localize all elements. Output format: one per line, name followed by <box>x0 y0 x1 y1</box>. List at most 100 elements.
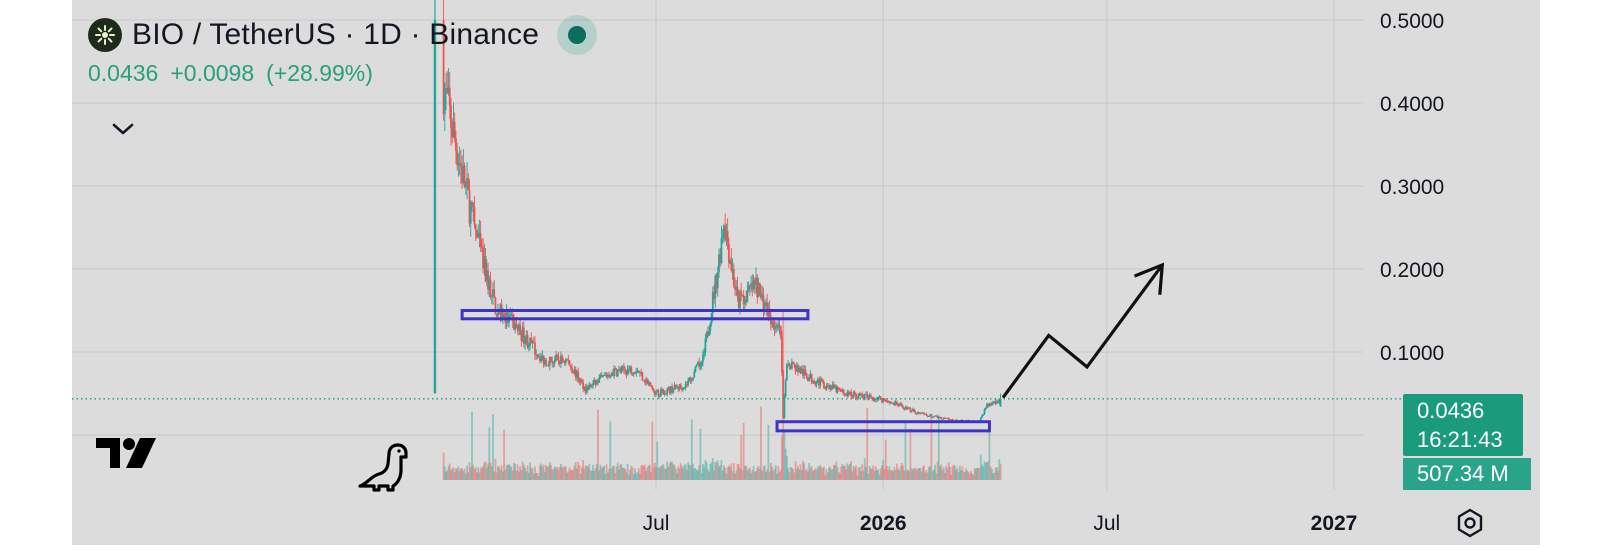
candle <box>495 314 498 317</box>
candle <box>522 327 525 344</box>
volume-bar <box>902 465 904 480</box>
candle <box>632 373 635 375</box>
volume-bar <box>531 468 534 480</box>
volume-bar <box>766 469 769 480</box>
candle <box>471 202 473 205</box>
candle <box>787 363 790 365</box>
dinosaur-icon[interactable] <box>357 440 409 492</box>
volume-bar <box>506 464 509 480</box>
candle <box>668 387 671 393</box>
candle <box>647 381 650 384</box>
chart-pane[interactable]: 0.5000 0.4000 0.3000 0.2000 0.1000 Jul 2026 Ju… <box>72 0 1540 545</box>
candle <box>915 413 918 415</box>
volume-bar <box>876 469 878 480</box>
volume-bar <box>920 471 923 480</box>
candle <box>860 393 862 396</box>
gear-icon[interactable] <box>1455 508 1485 538</box>
volume-bar <box>994 467 997 480</box>
volume-bar <box>886 465 888 480</box>
candle <box>555 354 557 361</box>
price-axis[interactable]: 0.5000 0.4000 0.3000 0.2000 0.1000 <box>1380 10 1444 365</box>
volume-bar <box>458 470 461 480</box>
volume-bar <box>711 458 714 480</box>
candle <box>914 411 917 414</box>
market-status-dot[interactable] <box>557 15 598 55</box>
volume-bar <box>923 465 925 480</box>
volume-bar <box>992 473 995 480</box>
volume-bar <box>622 467 625 480</box>
volume-bar <box>516 464 519 480</box>
candle <box>869 395 872 397</box>
support-resistance-zone <box>460 309 810 321</box>
volume-bar <box>721 470 724 480</box>
candle <box>689 377 692 381</box>
volume-bar <box>951 466 954 480</box>
symbol-title[interactable]: BIO / TetherUS · 1D · Binance <box>132 18 540 51</box>
volume-bar <box>755 471 757 480</box>
volume-bar <box>818 467 820 480</box>
volume-bar <box>524 467 526 480</box>
candle <box>981 415 983 418</box>
candle <box>651 385 654 389</box>
volume-bar <box>589 469 592 480</box>
candle <box>853 392 856 395</box>
candle <box>597 380 599 383</box>
chevron-down-icon[interactable] <box>108 116 138 142</box>
candle <box>877 396 880 399</box>
candle <box>773 326 776 329</box>
volume-bar <box>872 465 875 480</box>
volume-bar <box>698 465 701 480</box>
candle <box>904 407 907 410</box>
candle <box>840 389 843 392</box>
volume-bar <box>609 421 612 480</box>
candle <box>525 334 528 341</box>
volume-bar <box>779 469 782 480</box>
volume-bar <box>530 467 533 480</box>
y-tick-label: 0.5000 <box>1380 10 1444 33</box>
candle <box>572 372 575 374</box>
candle <box>771 321 773 325</box>
candle <box>463 165 466 187</box>
volume-bar <box>672 464 675 480</box>
volume-bar <box>560 464 562 480</box>
candle <box>921 412 924 414</box>
volume-bar <box>884 439 887 480</box>
candle <box>721 236 724 238</box>
volume-bar <box>572 469 575 480</box>
volume-bar <box>776 474 778 480</box>
volume-bar <box>700 473 703 480</box>
volume-bar <box>789 466 792 480</box>
volume-bar <box>637 468 640 480</box>
candle <box>724 225 727 240</box>
candle <box>484 256 487 281</box>
volume-bar <box>720 460 723 480</box>
candle <box>858 393 861 396</box>
candle <box>500 304 503 321</box>
candle <box>568 360 571 366</box>
volume-bar <box>569 469 572 480</box>
volume-bar <box>792 468 794 480</box>
volume-bar <box>456 468 459 480</box>
candle <box>890 402 893 404</box>
tradingview-logo-icon[interactable] <box>94 434 160 472</box>
volume-bar <box>956 467 959 480</box>
volume-bar <box>957 472 960 480</box>
volume-bar <box>674 468 677 480</box>
candle <box>673 384 676 390</box>
candle <box>735 286 738 290</box>
candle <box>881 399 883 402</box>
candle <box>784 380 787 397</box>
volume-bar <box>735 470 738 480</box>
time-axis[interactable]: Jul 2026 Jul 2027 <box>643 512 1358 535</box>
candle <box>518 324 520 331</box>
projection-arrow[interactable] <box>1001 262 1165 399</box>
volume-bar <box>699 428 702 480</box>
volume-bar <box>993 472 996 480</box>
volume-bar <box>548 462 551 480</box>
candle <box>756 277 759 298</box>
candle <box>574 369 577 378</box>
volume-bar <box>584 465 587 480</box>
drawing-zones[interactable] <box>460 309 991 433</box>
volume-bar <box>498 466 501 480</box>
